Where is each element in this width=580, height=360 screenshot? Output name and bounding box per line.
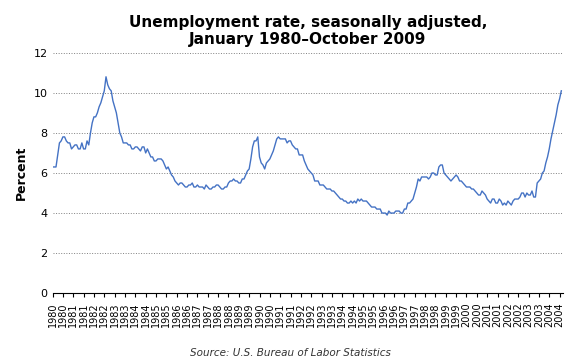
Title: Unemployment rate, seasonally adjusted,
January 1980–October 2009: Unemployment rate, seasonally adjusted, … [129,15,487,48]
Y-axis label: Percent: Percent [15,146,28,200]
Text: Source: U.S. Bureau of Labor Statistics: Source: U.S. Bureau of Labor Statistics [190,348,390,359]
